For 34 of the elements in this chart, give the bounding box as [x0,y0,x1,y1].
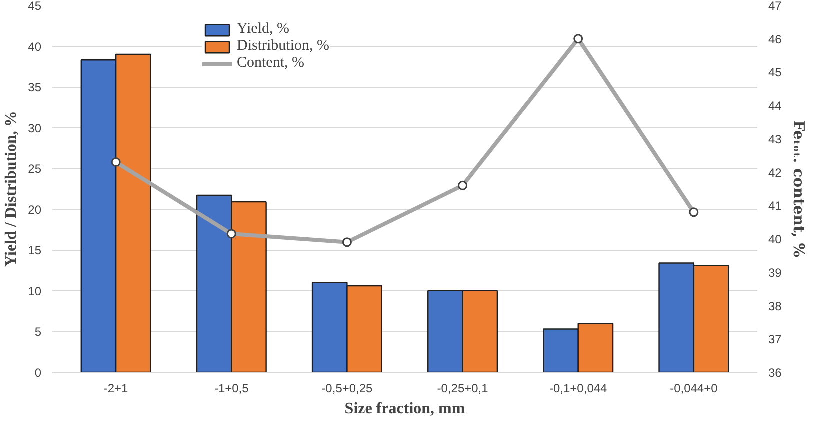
x-tick-label: -0,1+0,044 [550,382,608,396]
y-tick-label: 25 [28,162,42,176]
y-tick-label: 15 [28,244,42,258]
legend-label: Yield, % [237,21,290,38]
y-tick-label: 45 [28,0,42,13]
x-tick-label: -1+0,5 [214,382,250,396]
y2-tick-label: 40 [768,232,782,247]
y2-tick-label: 46 [768,32,782,46]
legend-label: Distribution, % [237,38,330,55]
x-tick-label: -2+1 [104,382,129,396]
y-axis-title: Yield / Distribution, % [3,111,20,267]
y-tick-label: 30 [28,121,42,136]
legend-label: Content, % [237,55,304,72]
y2-tick-label: 43 [768,132,782,146]
x-tick-label: -0,044+0 [670,382,718,396]
y-tick-label: 20 [28,202,42,217]
y2-tick-label: 44 [768,99,782,114]
y2-tick-label: 39 [768,266,782,280]
y2-tick-label: 36 [768,366,782,380]
y2-tick-label: 42 [768,166,782,180]
y2-tick-label: 37 [768,332,782,347]
y2-tick-label: 45 [768,66,782,80]
y2-axis-title: Feₜₒₜ. content, % [790,120,808,258]
y2-tick-label: 38 [768,299,782,314]
y2-tick-label: 47 [768,0,782,13]
x-tick-label: -0,25+0,1 [437,382,489,396]
y-tick-label: 5 [34,325,42,340]
y-tick-label: 0 [34,366,42,380]
x-tick-label: -0,5+0,25 [322,382,374,396]
y2-tick-label: 41 [768,199,782,214]
y-tick-label: 35 [28,80,42,95]
y-tick-label: 10 [28,284,42,298]
x-axis-title: Size fraction, mm [344,400,466,418]
y-tick-label: 40 [28,40,42,54]
